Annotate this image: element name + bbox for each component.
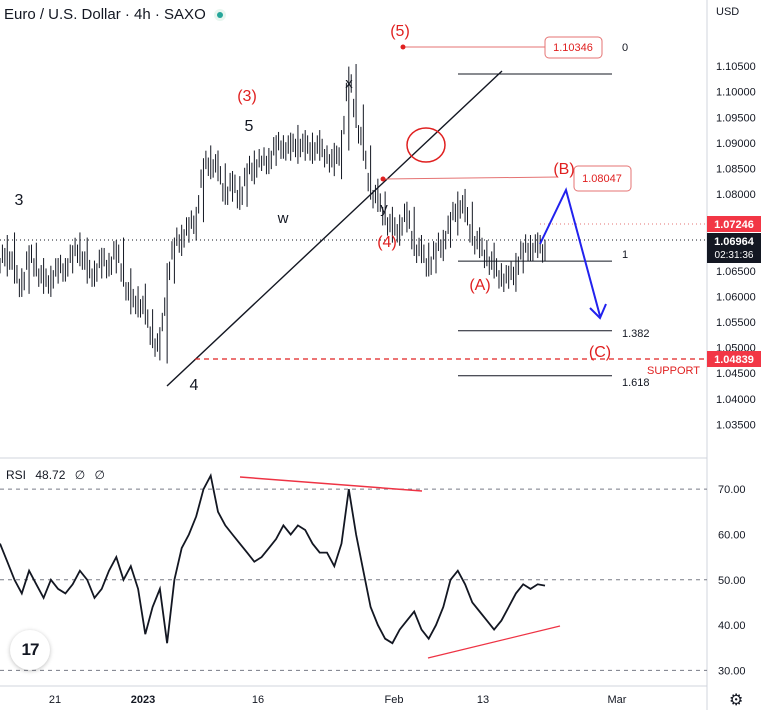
price-tick-8: 1.06500: [716, 266, 756, 278]
trendline: [166, 70, 503, 387]
wave-label-C: (C): [589, 344, 611, 361]
price-tick-3: 1.09000: [716, 138, 756, 150]
tradingview-logo-icon[interactable]: 17: [10, 630, 50, 670]
price-tick-14: 1.03500: [716, 419, 756, 431]
price-tick-4: 1.08500: [716, 163, 756, 175]
rsi-tick-1: 60.00: [718, 529, 746, 541]
projection-arrowhead: [589, 303, 607, 320]
rsi-line: [0, 472, 546, 645]
time-tick-5: Mar: [608, 694, 627, 706]
wave-label-5: (5): [390, 23, 410, 40]
rsi-divergence-top: [239, 476, 423, 492]
rsi-value: 48.72: [35, 468, 66, 482]
wave-label-4: (4): [377, 234, 397, 251]
fib-label-1382: 1.382: [622, 328, 650, 340]
rsi-label[interactable]: RSI: [6, 468, 27, 482]
wave-label-minor-3: 3: [15, 192, 24, 209]
breakout-circle: [406, 127, 446, 163]
market-status-icon: [213, 8, 226, 21]
price-tick-5: 1.08000: [716, 189, 756, 201]
support-label: SUPPORT: [647, 365, 700, 377]
wave-label-A: (A): [469, 277, 490, 294]
rsi-tick-2: 50.00: [718, 575, 746, 587]
rsi-axis: 70.00 60.00 50.00 40.00 30.00: [718, 484, 746, 677]
wave-label-3: (3): [237, 88, 257, 105]
time-tick-4: 13: [477, 694, 489, 706]
price-label-1: 1.07246: [707, 216, 761, 232]
price-tick-0: 1.10500: [716, 61, 756, 73]
price-tick-13: 1.04000: [716, 394, 756, 406]
price-label-support-text: 1.04839: [714, 354, 754, 366]
wave-label-y: y: [380, 200, 388, 217]
price-label-current-text: 1.06964: [714, 236, 755, 248]
price-tick-12: 1.04500: [716, 368, 756, 380]
rsi-header[interactable]: RSI 48.72 ∅ ∅: [6, 468, 111, 482]
price-box-wave5-text: 1.10346: [553, 42, 593, 54]
price-tick-1: 1.10000: [716, 87, 756, 99]
fib-label-1618: 1.618: [622, 377, 650, 389]
time-tick-2: 16: [252, 694, 264, 706]
currency-selector[interactable]: USD: [716, 6, 740, 18]
wave-label-x: x: [345, 75, 353, 92]
rsi-symbol-2: ∅: [94, 468, 105, 482]
symbol-title[interactable]: Euro / U.S. Dollar · 4h · SAXO: [4, 6, 206, 23]
wave-label-minor-5: 5: [245, 118, 254, 135]
price-tick-2: 1.09500: [716, 112, 756, 124]
price-tick-10: 1.05500: [716, 317, 756, 329]
wave-label-w: w: [277, 210, 289, 227]
rsi-levels: [0, 488, 707, 671]
rsi-symbol-1: ∅: [74, 468, 86, 482]
rsi-tick-3: 40.00: [718, 620, 746, 632]
price-label-current: 1.06964 02:31:36: [707, 233, 761, 263]
settings-gear-icon[interactable]: ⚙: [729, 692, 744, 709]
time-tick-3: Feb: [385, 694, 404, 706]
time-axis: 21 2023 16 Feb 13 Mar: [49, 694, 627, 706]
rsi-divergence-bottom: [427, 625, 561, 659]
wave-label-minor-4: 4: [190, 377, 199, 394]
fib-label-1: 1: [622, 249, 628, 261]
waveB-level-line: [382, 176, 559, 180]
fib-levels: [458, 73, 612, 377]
fib-label-0: 0: [622, 42, 628, 54]
wave5-point: [400, 44, 406, 50]
price-box-wave5: 1.10346: [544, 36, 603, 59]
price-box-waveB-text: 1.08047: [582, 173, 622, 185]
price-label-1-text: 1.07246: [714, 219, 754, 231]
chart-header[interactable]: Euro / U.S. Dollar · 4h · SAXO: [4, 6, 226, 23]
rsi-tick-0: 70.00: [718, 484, 746, 496]
time-tick-1: 2023: [131, 694, 155, 706]
price-tick-9: 1.06000: [716, 291, 756, 303]
time-tick-0: 21: [49, 694, 61, 706]
wave4-point: [380, 176, 386, 182]
price-bars: [0, 64, 546, 364]
price-label-support: 1.04839: [707, 351, 761, 367]
projection-path: [539, 187, 601, 317]
price-countdown: 02:31:36: [715, 250, 754, 261]
price-box-waveB: 1.08047: [573, 165, 632, 192]
rsi-tick-4: 30.00: [718, 665, 746, 677]
wave-label-B: (B): [553, 161, 574, 178]
